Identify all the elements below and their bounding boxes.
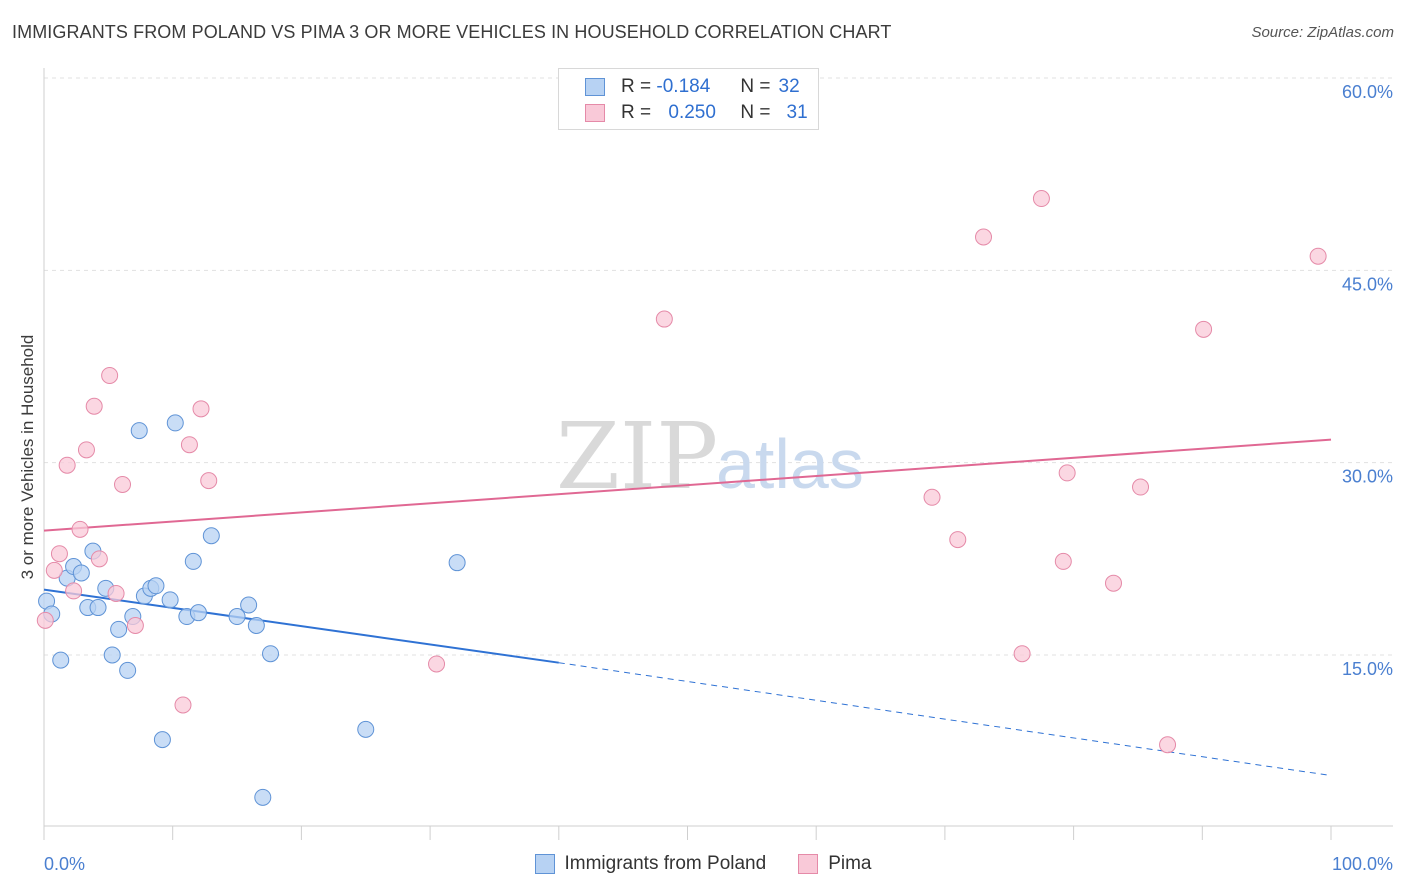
y-tick-label: 15.0% bbox=[1342, 659, 1393, 679]
point-poland bbox=[166, 414, 184, 432]
trend-line-pima bbox=[43, 438, 1332, 532]
legend-r-value: 0.250 bbox=[668, 102, 716, 123]
point-pima bbox=[50, 545, 68, 563]
point-poland bbox=[89, 599, 107, 617]
series-swatch-pink bbox=[798, 854, 819, 874]
point-poland bbox=[247, 617, 265, 635]
series-legend-label: Immigrants from Poland bbox=[564, 853, 767, 874]
point-pima bbox=[1195, 320, 1213, 338]
point-pima bbox=[71, 520, 89, 538]
trend-lines bbox=[43, 438, 1332, 777]
point-poland bbox=[110, 620, 128, 638]
point-pima bbox=[90, 550, 108, 568]
point-poland bbox=[254, 788, 272, 806]
point-pima bbox=[1013, 645, 1031, 663]
axes bbox=[43, 68, 1393, 840]
chart-title: IMMIGRANTS FROM POLAND VS PIMA 3 OR MORE… bbox=[12, 22, 892, 42]
trend-line-poland-extrapolated bbox=[558, 662, 1332, 777]
point-pima bbox=[1104, 574, 1122, 592]
legend-row-poland: R = -0.184 N = 32 bbox=[585, 75, 800, 99]
point-poland bbox=[119, 661, 137, 679]
point-poland bbox=[147, 577, 165, 595]
point-pima bbox=[1309, 247, 1327, 265]
point-poland bbox=[357, 720, 375, 738]
watermark: ZIP atlas bbox=[556, 403, 864, 510]
point-pima bbox=[200, 472, 218, 490]
point-poland bbox=[52, 651, 70, 669]
point-pima bbox=[77, 441, 95, 459]
y-tick-label: 60.0% bbox=[1342, 82, 1393, 102]
legend-r-label: R = bbox=[621, 102, 652, 123]
point-poland bbox=[153, 731, 171, 749]
series-legend-label: Pima bbox=[828, 853, 872, 874]
point-poland bbox=[103, 646, 121, 664]
point-poland bbox=[184, 552, 202, 570]
point-poland bbox=[240, 596, 258, 614]
point-pima bbox=[45, 561, 63, 579]
point-poland bbox=[161, 591, 179, 609]
point-pima bbox=[114, 475, 132, 493]
point-pima bbox=[174, 696, 192, 714]
watermark-atlas: atlas bbox=[716, 425, 864, 503]
point-pima bbox=[975, 228, 993, 246]
series-legend-poland[interactable]: Immigrants from Poland bbox=[534, 852, 767, 876]
point-pima bbox=[101, 366, 119, 384]
y-tick-label: 45.0% bbox=[1342, 274, 1393, 294]
legend-swatch-blue bbox=[585, 78, 605, 96]
x-tick-label-min: 0.0% bbox=[44, 854, 85, 874]
legend-n-value: 31 bbox=[786, 102, 808, 123]
point-poland bbox=[202, 527, 220, 545]
y-tick-labels: 15.0% 30.0% 45.0% 60.0% bbox=[1342, 82, 1393, 679]
point-poland bbox=[448, 554, 466, 572]
point-poland bbox=[189, 604, 207, 622]
legend-r-value: -0.184 bbox=[656, 76, 711, 97]
point-poland bbox=[228, 608, 246, 626]
point-poland bbox=[262, 645, 280, 663]
series-swatch-blue bbox=[534, 854, 555, 874]
point-poland bbox=[72, 564, 90, 582]
point-pima bbox=[126, 617, 144, 635]
legend-n-value: 32 bbox=[778, 76, 800, 97]
legend-swatch-pink bbox=[585, 104, 605, 122]
point-pima bbox=[428, 655, 446, 673]
point-pima bbox=[1132, 478, 1150, 496]
point-pima bbox=[1054, 552, 1072, 570]
point-pima bbox=[192, 400, 210, 418]
trend-line-poland bbox=[43, 588, 559, 664]
point-pima bbox=[180, 436, 198, 454]
point-pima bbox=[58, 456, 76, 474]
point-poland bbox=[130, 422, 148, 440]
point-pima bbox=[1159, 736, 1177, 754]
watermark-zip: ZIP bbox=[556, 403, 718, 510]
legend-n-label: N = bbox=[740, 102, 771, 123]
point-pima bbox=[1032, 190, 1050, 208]
point-pima bbox=[949, 531, 967, 549]
legend-row-pima: R = 0.250 N = 31 bbox=[585, 101, 808, 125]
series-legend: Immigrants from Poland Pima bbox=[0, 852, 1406, 876]
point-pima bbox=[36, 611, 54, 629]
series-legend-pima[interactable]: Pima bbox=[798, 852, 871, 876]
point-pima bbox=[655, 310, 673, 328]
point-pima bbox=[107, 584, 125, 602]
y-tick-label: 30.0% bbox=[1342, 467, 1393, 487]
legend-r-label: R = bbox=[621, 76, 652, 97]
x-tick-label-max: 100.0% bbox=[1332, 854, 1393, 874]
point-pima bbox=[85, 397, 103, 415]
data-points bbox=[36, 190, 1327, 806]
grid-lines bbox=[44, 77, 1393, 656]
legend-n-label: N = bbox=[740, 76, 771, 97]
point-pima bbox=[1058, 464, 1076, 482]
correlation-legend: R = -0.184 N = 32 R = 0.250 N = 31 bbox=[558, 68, 819, 130]
chart-source: Source: ZipAtlas.com bbox=[1251, 24, 1394, 41]
point-pima bbox=[65, 582, 83, 600]
point-pima bbox=[923, 488, 941, 506]
